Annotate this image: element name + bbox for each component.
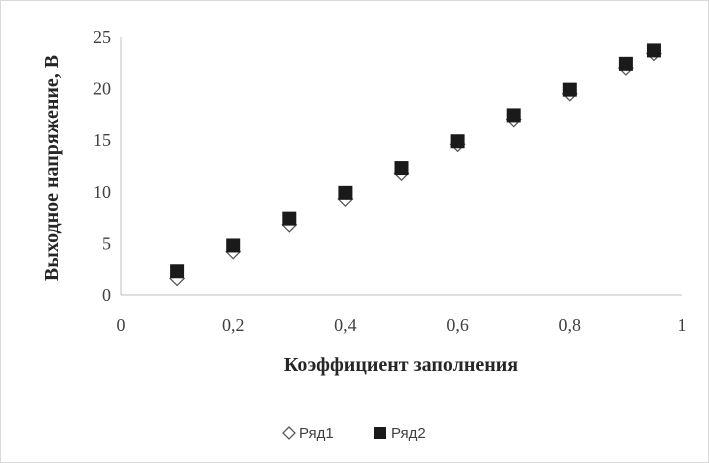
x-tick-label: 0,2: [222, 315, 245, 335]
legend-label-series1: Ряд1: [299, 425, 334, 442]
y-tick-label: 25: [93, 27, 111, 47]
y-tick-label: 10: [93, 182, 111, 202]
x-tick-label: 0,6: [446, 315, 469, 335]
x-tick-label: 0: [117, 315, 126, 335]
y-tick-labels: 0 5 10 15 20 25: [93, 27, 111, 305]
series2-point: [226, 238, 241, 253]
legend: Ряд1 Ряд2: [282, 425, 426, 442]
series2-point: [646, 43, 661, 58]
series2-point: [282, 211, 297, 226]
data-markers: [169, 43, 662, 287]
x-axis-title: Коэффициент заполнения: [284, 354, 518, 376]
series2-point: [450, 134, 465, 149]
y-tick-label: 20: [93, 79, 111, 99]
y-tick-label: 0: [102, 285, 111, 305]
y-tick-label: 15: [93, 130, 111, 150]
series2-point: [562, 82, 577, 97]
y-axis-title: Выходное напряжение, В: [41, 55, 63, 281]
x-tick-label: 1: [678, 315, 687, 335]
series2-point: [338, 185, 353, 200]
y-tick-label: 5: [102, 233, 111, 253]
series2-point: [170, 264, 185, 279]
legend-label-series2: Ряд2: [391, 425, 426, 442]
series2-point: [394, 161, 409, 176]
x-tick-label: 0,4: [334, 315, 357, 335]
legend-marker-series2: [374, 427, 386, 439]
series2-point: [506, 108, 521, 123]
x-tick-label: 0,8: [559, 315, 582, 335]
x-tick-labels: 0 0,2 0,4 0,6 0,8 1: [117, 315, 687, 335]
series2-point: [618, 56, 633, 71]
legend-marker-series1: [282, 426, 296, 440]
